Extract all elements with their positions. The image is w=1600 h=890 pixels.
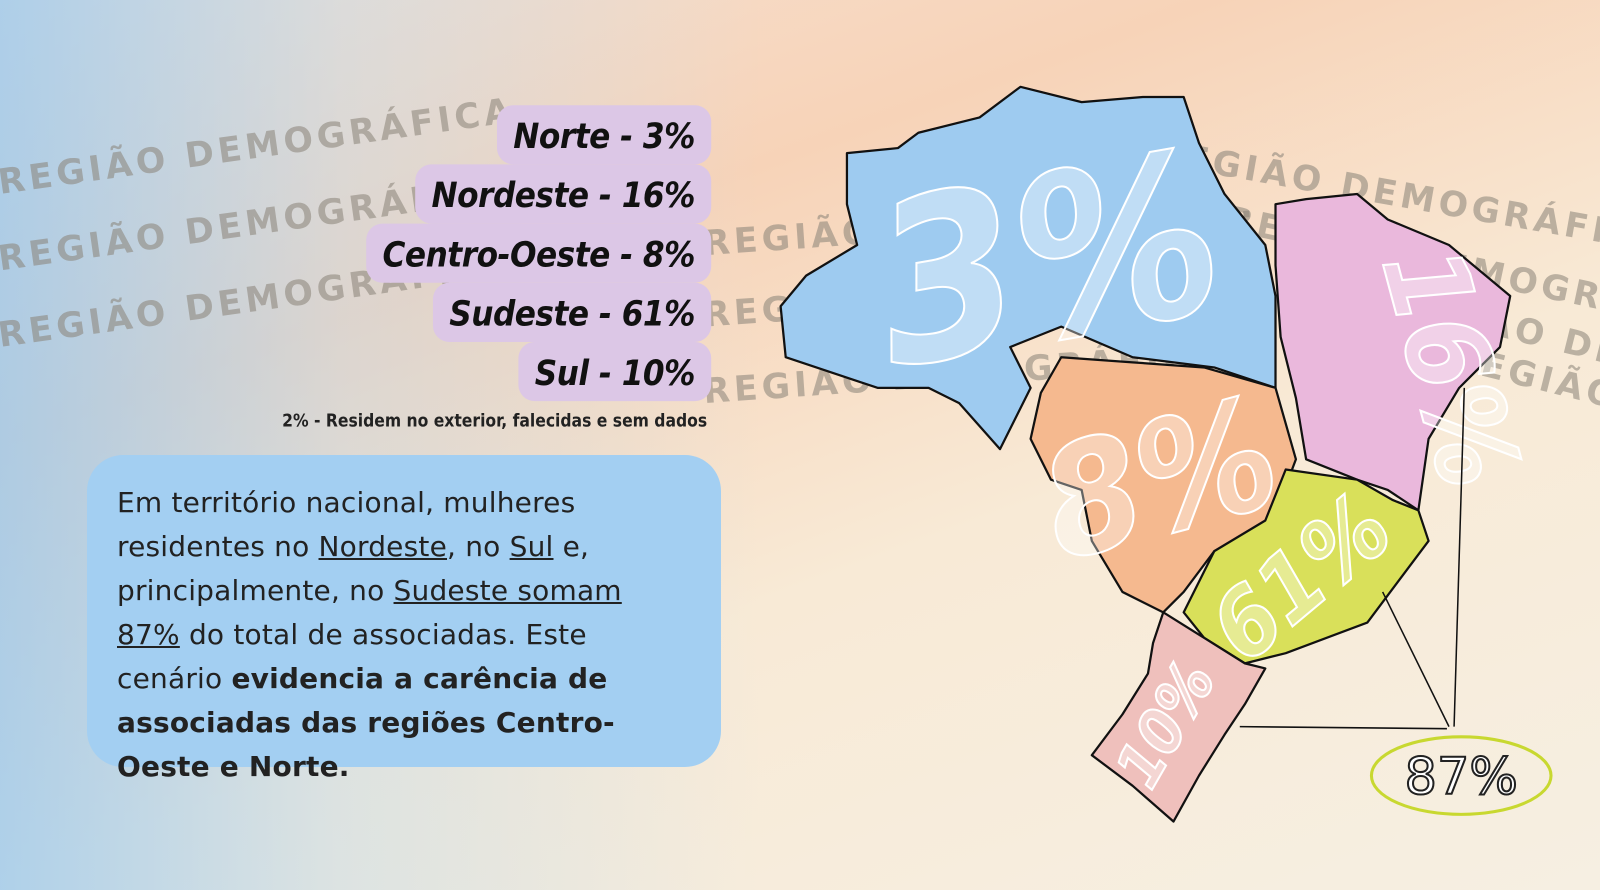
paragraph-segment: Sudeste somam 87%	[117, 574, 622, 651]
paragraph-segment: , no	[447, 530, 510, 563]
region-label: Norte - 3%	[513, 117, 695, 157]
region-norte	[779, 85, 1277, 451]
callout-line	[1239, 725, 1447, 730]
total-callout	[1239, 387, 1553, 816]
region-nordeste	[1274, 192, 1512, 512]
region-label: Nordeste - 16%	[432, 176, 695, 216]
label-pill	[415, 164, 712, 224]
region-label: Sul - 10%	[535, 354, 695, 394]
paragraph-segment: Em território nacional, mulheres residen…	[117, 486, 576, 563]
map	[779, 85, 1512, 823]
label-pill	[366, 223, 712, 283]
map-labels: 3% 16%8%61%10%	[855, 101, 1545, 800]
summary-paragraph: Em território nacional, mulheres residen…	[87, 455, 721, 783]
region-label: Centro-Oeste - 8%	[383, 235, 695, 275]
label-pill	[432, 282, 712, 342]
footnote: 2% - Residem no exterior, falecidas e se…	[282, 412, 707, 432]
paragraph-segment: Sul	[509, 530, 554, 563]
paragraph-segment: evidencia a carência de associadas das r…	[117, 662, 615, 783]
region-sul	[1090, 611, 1267, 823]
callout-line	[1381, 591, 1450, 727]
label-pill	[518, 341, 712, 402]
region-labels: Norte - 3% Nordeste - 16% Centro-Oeste - 8…	[366, 105, 712, 402]
map-label: 3%	[856, 102, 1239, 419]
label-pill	[496, 105, 712, 165]
callout-ellipse	[1369, 735, 1553, 816]
region-centro-oeste	[1029, 356, 1298, 614]
paragraph-segment: e, principalmente, no	[117, 530, 590, 607]
paragraph-segment: do total de associadas. Este cenário	[117, 618, 587, 695]
region-label: Sudeste - 61%	[449, 295, 695, 335]
paragraph-segment: Nordeste	[318, 530, 448, 563]
total-label: 87%	[1405, 748, 1518, 807]
callout-line	[1453, 387, 1466, 727]
